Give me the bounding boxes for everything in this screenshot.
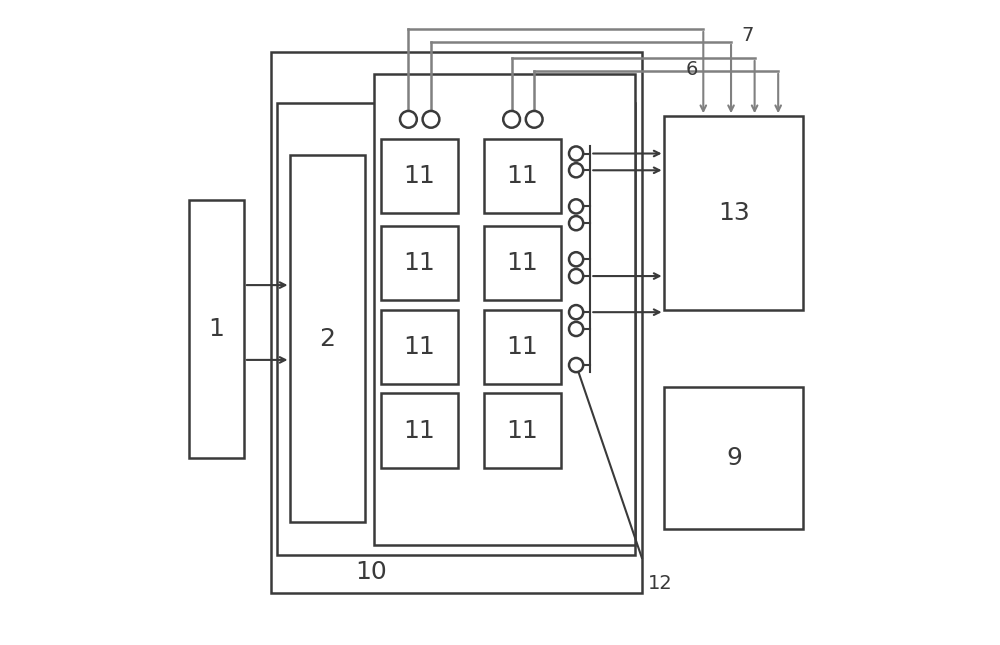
FancyBboxPatch shape: [381, 226, 458, 300]
Circle shape: [569, 216, 583, 230]
Circle shape: [423, 111, 439, 128]
Circle shape: [400, 111, 417, 128]
Text: 11: 11: [404, 251, 435, 275]
FancyBboxPatch shape: [277, 103, 635, 555]
Text: 11: 11: [404, 419, 435, 442]
Circle shape: [569, 269, 583, 283]
Text: 11: 11: [507, 251, 538, 275]
FancyBboxPatch shape: [484, 393, 561, 468]
Text: 13: 13: [718, 201, 750, 225]
Text: 11: 11: [404, 164, 435, 188]
Circle shape: [569, 322, 583, 336]
FancyBboxPatch shape: [381, 139, 458, 213]
Text: 11: 11: [507, 164, 538, 188]
FancyBboxPatch shape: [271, 52, 642, 593]
Text: 9: 9: [726, 446, 742, 470]
Text: 2: 2: [319, 326, 335, 351]
Circle shape: [569, 199, 583, 213]
Text: 12: 12: [648, 574, 673, 593]
FancyBboxPatch shape: [374, 74, 635, 545]
FancyBboxPatch shape: [484, 139, 561, 213]
Text: 7: 7: [741, 26, 754, 45]
FancyBboxPatch shape: [189, 200, 244, 458]
Text: 10: 10: [355, 560, 387, 584]
Circle shape: [569, 252, 583, 266]
FancyBboxPatch shape: [484, 226, 561, 300]
Text: 11: 11: [507, 419, 538, 442]
Text: 1: 1: [209, 317, 224, 341]
FancyBboxPatch shape: [664, 116, 803, 310]
Text: 11: 11: [404, 335, 435, 359]
Circle shape: [503, 111, 520, 128]
Text: 6: 6: [685, 59, 698, 79]
FancyBboxPatch shape: [381, 393, 458, 468]
Circle shape: [569, 305, 583, 319]
FancyBboxPatch shape: [290, 155, 365, 522]
FancyBboxPatch shape: [381, 310, 458, 384]
FancyBboxPatch shape: [664, 387, 803, 529]
Circle shape: [526, 111, 543, 128]
FancyBboxPatch shape: [484, 310, 561, 384]
Circle shape: [569, 358, 583, 372]
Circle shape: [569, 146, 583, 161]
Circle shape: [569, 163, 583, 177]
Text: 11: 11: [507, 335, 538, 359]
